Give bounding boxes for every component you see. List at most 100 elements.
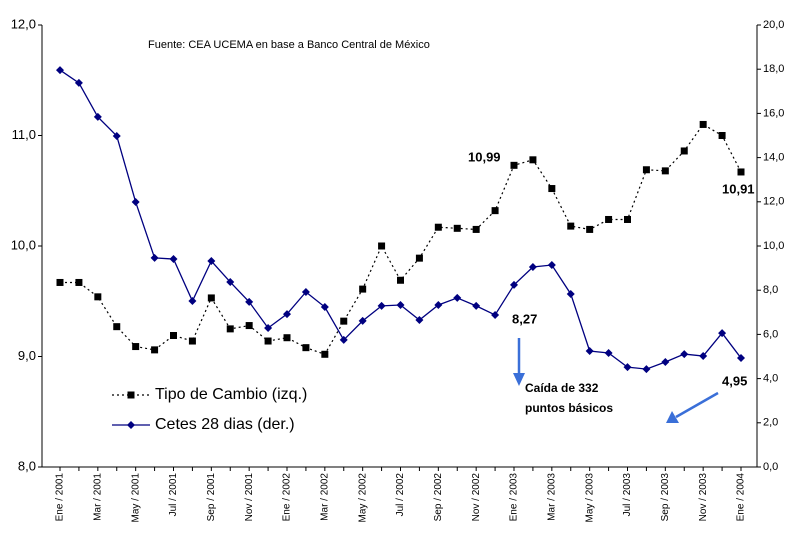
- series-line: [59, 69, 742, 370]
- point: [623, 363, 632, 372]
- point: [397, 276, 404, 284]
- x-tick-label: Sep / 2003: [660, 473, 671, 522]
- point: [226, 325, 234, 333]
- x-tick-label: May / 2001: [130, 473, 141, 523]
- point: [699, 352, 708, 361]
- y-tick-label: 8,0: [18, 458, 36, 473]
- y2-tick-label: 14,0: [763, 152, 784, 164]
- point: [737, 354, 745, 363]
- point: [680, 147, 688, 155]
- point: [321, 350, 329, 358]
- y2-tick-label: 4,0: [763, 373, 778, 385]
- x-tick-label: Sep / 2001: [206, 473, 217, 522]
- point: [150, 253, 159, 262]
- point: [151, 346, 159, 354]
- y2-tick-label: 8,0: [763, 284, 778, 296]
- point: [207, 257, 216, 266]
- point: [415, 254, 423, 262]
- point: [699, 120, 707, 128]
- point: [56, 66, 64, 75]
- point: [127, 391, 135, 399]
- y2-tick-label: 20,0: [763, 19, 784, 31]
- point: [642, 365, 651, 374]
- point: [491, 310, 500, 319]
- x-tick-label: Jul / 2001: [168, 473, 179, 517]
- y2-tick-label: 18,0: [763, 63, 784, 75]
- x-tick-label: Sep / 2002: [433, 473, 444, 522]
- point: [188, 337, 196, 345]
- point: [113, 323, 121, 331]
- point: [283, 334, 291, 342]
- x-tick-label: Nov / 2001: [244, 473, 255, 522]
- x-tick-label: Ene / 2003: [509, 473, 520, 522]
- point: [661, 358, 670, 367]
- arrows: [513, 338, 719, 423]
- point: [358, 316, 367, 325]
- point: [718, 329, 727, 338]
- y-tick-label: 9,0: [18, 348, 36, 363]
- point: [510, 161, 518, 169]
- point: [586, 225, 594, 233]
- point: [359, 285, 367, 293]
- point: [339, 335, 348, 344]
- point: [585, 346, 594, 355]
- point: [131, 198, 140, 207]
- annotation: Caída de 332: [525, 381, 599, 395]
- point: [434, 301, 443, 310]
- point: [510, 280, 518, 289]
- point: [472, 301, 481, 310]
- y-tick-label: 11,0: [12, 127, 36, 142]
- x-tick-label: May / 2003: [584, 473, 595, 523]
- point: [396, 301, 405, 310]
- arrow-head: [666, 411, 679, 423]
- point: [283, 310, 291, 319]
- x-tick-label: Mar / 2001: [92, 473, 103, 521]
- point: [434, 223, 442, 231]
- point: [132, 343, 140, 351]
- point: [548, 185, 556, 193]
- annotation: 8,27: [512, 311, 537, 326]
- point: [302, 344, 310, 352]
- point: [75, 278, 83, 286]
- x-tick-label: Nov / 2002: [471, 473, 482, 522]
- point: [112, 131, 121, 140]
- point: [547, 261, 556, 270]
- annotation: 10,91: [722, 181, 755, 196]
- point: [94, 293, 102, 301]
- point: [245, 297, 254, 306]
- point: [605, 215, 613, 223]
- y2-tick-label: 16,0: [763, 107, 784, 119]
- point: [378, 242, 386, 250]
- point: [320, 302, 329, 311]
- y-tick-label: 12,0: [11, 16, 36, 31]
- x-tick-label: Ene / 2004: [736, 473, 747, 522]
- point: [74, 78, 83, 87]
- x-tick-label: Ene / 2001: [55, 473, 66, 522]
- point: [301, 287, 310, 296]
- x-tick-label: Ene / 2002: [282, 473, 293, 522]
- arrow-head: [513, 373, 525, 386]
- x-tick-label: May / 2002: [357, 473, 368, 523]
- point: [245, 322, 253, 330]
- legend-label: Tipo de Cambio (izq.): [155, 386, 307, 403]
- point: [453, 224, 461, 232]
- point: [737, 168, 745, 176]
- point: [188, 297, 197, 306]
- point: [207, 294, 215, 302]
- point: [226, 278, 235, 287]
- point: [472, 225, 480, 233]
- point: [56, 278, 64, 286]
- x-tick-label: Mar / 2002: [319, 473, 330, 521]
- point: [415, 316, 424, 325]
- point: [93, 112, 102, 121]
- point: [264, 337, 272, 345]
- arrow: [675, 391, 719, 419]
- annotation: 10,99: [468, 149, 501, 164]
- point: [566, 289, 575, 298]
- y2-tick-label: 10,0: [763, 240, 784, 252]
- x-tick-label: Nov / 2003: [698, 473, 709, 522]
- point: [377, 301, 386, 310]
- point: [642, 166, 650, 174]
- legend-label: Cetes 28 dias (der.): [155, 416, 295, 433]
